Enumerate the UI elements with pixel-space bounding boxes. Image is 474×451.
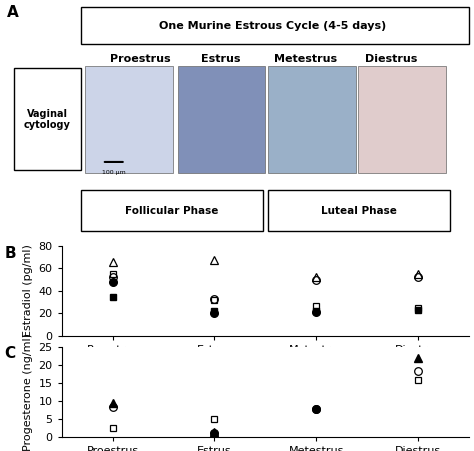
Bar bbox=[85, 66, 173, 173]
Text: Metestrus: Metestrus bbox=[274, 54, 337, 64]
Bar bbox=[81, 7, 469, 44]
Y-axis label: Estradiol (pg/ml): Estradiol (pg/ml) bbox=[23, 244, 33, 337]
Bar bbox=[268, 66, 356, 173]
Text: 100 μm: 100 μm bbox=[102, 170, 126, 175]
Text: Follicular Phase: Follicular Phase bbox=[125, 206, 218, 216]
Bar bbox=[81, 190, 263, 231]
Text: One Murine Estrous Cycle (4-5 days): One Murine Estrous Cycle (4-5 days) bbox=[159, 21, 386, 31]
Bar bbox=[358, 66, 446, 173]
Text: A: A bbox=[7, 5, 19, 20]
Text: Estrus: Estrus bbox=[201, 54, 240, 64]
Text: Vaginal
cytology: Vaginal cytology bbox=[24, 109, 71, 130]
Text: Diestrus: Diestrus bbox=[365, 54, 417, 64]
Y-axis label: Progesterone (ng/ml): Progesterone (ng/ml) bbox=[23, 333, 33, 451]
Text: B: B bbox=[5, 246, 17, 261]
Bar bbox=[14, 68, 81, 170]
Bar bbox=[268, 190, 450, 231]
Text: Luteal Phase: Luteal Phase bbox=[321, 206, 397, 216]
Bar bbox=[178, 66, 265, 173]
Text: Proestrus: Proestrus bbox=[109, 54, 170, 64]
Text: C: C bbox=[5, 346, 16, 361]
